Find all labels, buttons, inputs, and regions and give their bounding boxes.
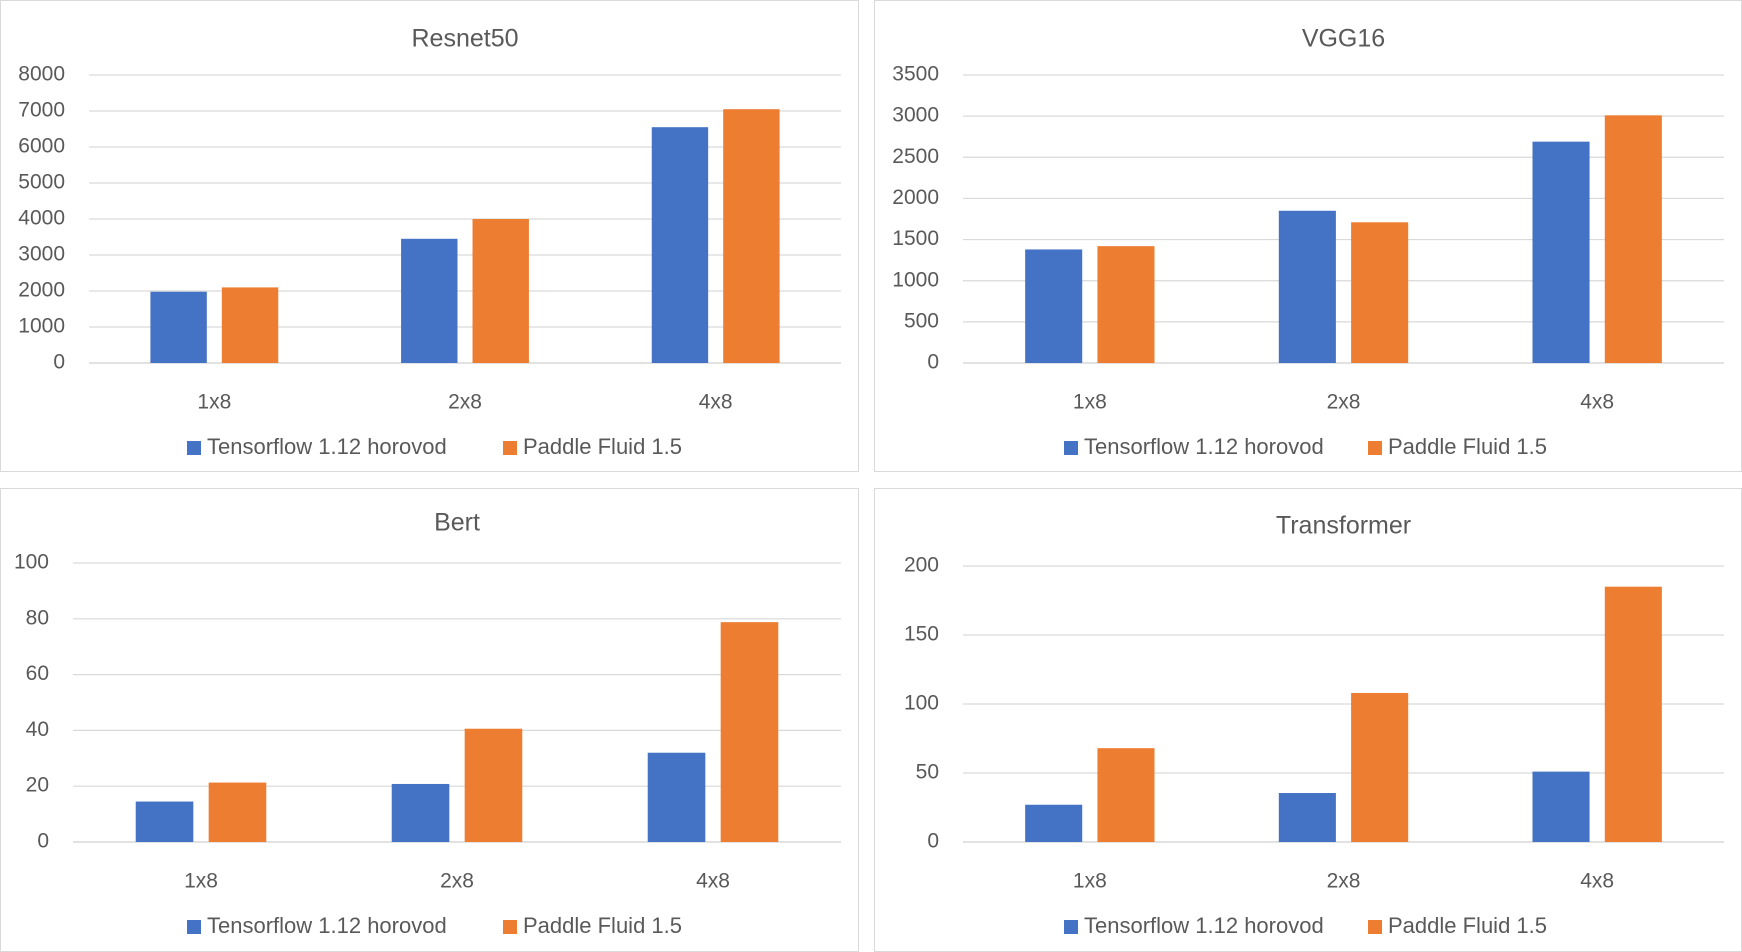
y-tick-label: 2000 [892,186,939,209]
vgg16-chart-panel: VGG16 0 500 1000 1500 2000 2500 3000 3500 1x8 2x8 4… [874,0,1742,472]
legend-label-series0: Tensorflow 1.12 horovod [207,434,447,459]
y-tick-label: 3000 [18,243,65,266]
x-category-label: 1x8 [184,870,218,893]
y-tick-label: 1000 [18,315,65,338]
bar-series1-4x8 [723,109,780,363]
y-tick-label: 100 [14,551,49,574]
y-tick-label: 3000 [892,104,939,127]
bar-series1-2x8 [464,728,523,842]
x-category-label: 1x8 [1073,870,1107,893]
y-tick-label: 0 [37,830,49,853]
x-category-label: 1x8 [197,391,231,414]
chart-svg: Transformer 0 50 100 150 200 1x8 2x8 4x8 Tensorfl… [904,512,1724,938]
bar-series1-2x8 [1351,222,1409,363]
legend-label-series1: Paddle Fluid 1.5 [523,913,682,938]
x-category-label: 4x8 [1580,391,1614,414]
y-tick-label: 5000 [18,171,65,194]
chart-title: Bert [434,509,480,537]
legend-swatch-series0 [1064,441,1078,455]
bar-series0-2x8 [391,783,450,842]
bar-series0-1x8 [150,291,207,363]
y-tick-label: 60 [26,662,49,685]
bar-series1-1x8 [221,287,279,363]
bar-series1-4x8 [1604,115,1662,363]
y-tick-label: 500 [904,309,939,332]
bar-series1-4x8 [720,622,779,842]
x-category-label: 1x8 [1073,391,1107,414]
x-category-label: 2x8 [448,391,482,414]
bar-series0-2x8 [1278,210,1336,363]
bar-series0-1x8 [1025,249,1083,363]
y-tick-label: 3500 [892,63,939,86]
y-tick-label: 40 [26,718,49,741]
bar-series0-2x8 [401,238,458,363]
bar-series0-4x8 [647,752,706,842]
y-tick-label: 1000 [892,268,939,291]
chart-title: Transformer [1276,512,1411,540]
y-tick-label: 200 [904,554,939,577]
bert-chart-panel: Bert 0 20 40 60 80 100 1x8 2x8 4x8 Tensorflow 1.12… [0,488,859,952]
y-tick-label: 8000 [18,63,65,86]
legend-swatch-series1 [503,441,517,455]
y-tick-label: 0 [927,830,939,853]
bar-series1-1x8 [1097,748,1155,842]
bar-series1-2x8 [472,219,529,363]
legend-swatch-series1 [503,920,517,934]
y-tick-label: 20 [26,774,49,797]
bar-series0-4x8 [651,127,709,363]
y-tick-label: 150 [904,623,939,646]
legend-swatch-series0 [187,920,201,934]
legend-label-series0: Tensorflow 1.12 horovod [1084,913,1324,938]
y-tick-label: 50 [916,761,939,784]
chart-svg: Bert 0 20 40 60 80 100 1x8 2x8 4x8 Tensorflow 1.12… [14,509,841,938]
bar-series0-4x8 [1532,141,1590,363]
x-category-label: 4x8 [699,391,733,414]
x-category-label: 2x8 [1327,870,1361,893]
y-tick-label: 7000 [18,99,65,122]
chart-title: Resnet50 [411,25,518,53]
legend-label-series0: Tensorflow 1.12 horovod [1084,434,1324,459]
legend-label-series1: Paddle Fluid 1.5 [1388,434,1547,459]
chart-svg: VGG16 0 500 1000 1500 2000 2500 3000 3500 1x8 2x8 4… [892,25,1724,459]
y-tick-label: 0 [927,351,939,374]
y-tick-label: 1500 [892,227,939,250]
y-tick-label: 2500 [892,145,939,168]
bar-series0-2x8 [1278,793,1336,842]
x-category-label: 4x8 [696,870,730,893]
legend-label-series0: Tensorflow 1.12 horovod [207,913,447,938]
legend-swatch-series1 [1368,920,1382,934]
chart-svg: Resnet50 0 1000 2000 3000 4000 5000 6000 7000 800… [18,25,841,459]
bar-series1-1x8 [208,782,267,842]
y-tick-label: 4000 [18,207,65,230]
y-tick-label: 80 [26,606,49,629]
x-category-label: 2x8 [1327,391,1361,414]
legend-label-series1: Paddle Fluid 1.5 [523,434,682,459]
y-tick-label: 0 [53,351,65,374]
bar-series1-2x8 [1351,692,1409,842]
x-category-label: 4x8 [1580,870,1614,893]
legend-swatch-series0 [187,441,201,455]
bar-series0-1x8 [1025,804,1083,842]
x-category-label: 2x8 [440,870,474,893]
legend-label-series1: Paddle Fluid 1.5 [1388,913,1547,938]
transformer-chart-panel: Transformer 0 50 100 150 200 1x8 2x8 4x8 Tensorfl… [874,488,1742,952]
resnet50-chart-panel: Resnet50 0 1000 2000 3000 4000 5000 6000 7000 800… [0,0,859,472]
legend-swatch-series1 [1368,441,1382,455]
bar-series0-4x8 [1532,771,1590,842]
bar-series0-1x8 [135,801,194,842]
bar-series1-4x8 [1604,586,1662,842]
y-tick-label: 6000 [18,135,65,158]
y-tick-label: 100 [904,692,939,715]
bar-series1-1x8 [1097,246,1155,363]
chart-title: VGG16 [1302,25,1385,53]
legend-swatch-series0 [1064,920,1078,934]
y-tick-label: 2000 [18,279,65,302]
